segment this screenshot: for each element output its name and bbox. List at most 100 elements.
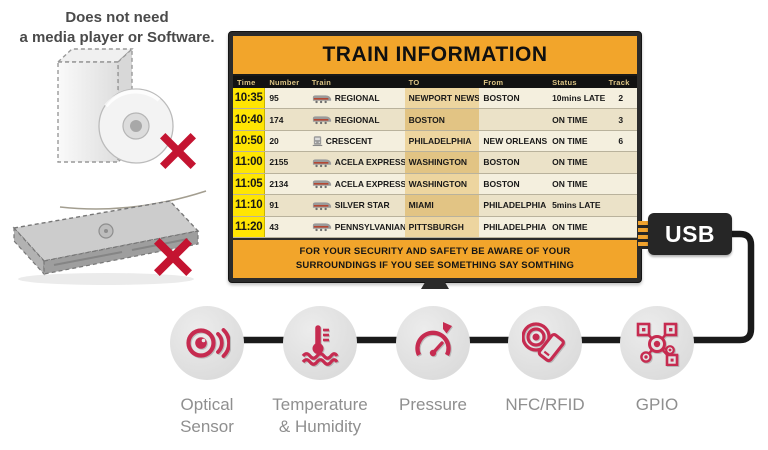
train-name: REGIONAL	[334, 114, 380, 125]
cell-to: PITTSBURGH	[404, 216, 480, 237]
tv-stand	[421, 282, 449, 289]
train-name: CRESCENT	[325, 136, 373, 147]
cell-number: 20	[269, 136, 279, 147]
usb-dongle: USB	[648, 213, 732, 255]
caption-line-2: a media player or Software.	[19, 29, 215, 47]
crescent-train-icon	[312, 135, 323, 147]
safety-message: FOR YOUR SECURITY AND SAFETY BE AWARE OF…	[233, 238, 637, 278]
label-gpio: GPIO	[635, 395, 679, 414]
regional-train-icon	[312, 114, 332, 125]
cell-status: ON TIME	[552, 178, 588, 189]
col-number: Number	[269, 77, 300, 87]
cell-from: BOSTON	[483, 178, 520, 189]
sensor-circle-optical	[170, 306, 244, 380]
train-row: 10:35 95 REGIONAL NEWPORT NEWS BOSTON 10mins …	[233, 88, 637, 110]
cell-to: MIAMI	[404, 195, 480, 216]
cell-number: 174	[269, 114, 284, 125]
col-time: Time	[237, 77, 256, 87]
cell-to: NEWPORT NEWS	[404, 88, 480, 109]
cell-from	[479, 109, 548, 129]
cell-time: 10:50	[233, 130, 266, 152]
train-row: 10:50 20 CRESCENT PHILADELPHIA NEW ORLEANS ON…	[233, 130, 637, 153]
cell-number: 2155	[269, 157, 289, 168]
train-name: SILVER STAR	[334, 200, 390, 211]
sensor-circle-pressure	[396, 306, 470, 380]
train-name: PENNSYLVANIAN	[334, 221, 405, 232]
cell-status: 10mins LATE	[552, 93, 605, 104]
temperature-humidity-icon	[301, 325, 339, 366]
sensor-circle-gpio	[620, 306, 694, 380]
cell-train: PENNSYLVANIAN	[308, 217, 405, 237]
cell-to: WASHINGTON	[404, 173, 480, 195]
train-name: REGIONAL	[334, 93, 380, 104]
train-row: 10:40 174 REGIONAL BOSTON ON TIME 3	[233, 109, 637, 131]
cell-to: PHILADELPHIA	[404, 130, 480, 152]
gpio-icon	[636, 322, 679, 366]
cross-x-icon	[160, 133, 196, 169]
cell-track	[605, 217, 637, 237]
cell-status: ON TIME	[552, 114, 588, 125]
train-row: 11:00 2155 ACELA EXPRESS WASHINGTON BOSTON ON…	[233, 152, 637, 174]
col-to: TO	[408, 77, 420, 87]
sensor-circle-nfc	[508, 306, 582, 380]
cell-time: 11:20	[233, 216, 266, 237]
cell-time: 11:00	[233, 152, 266, 173]
cell-number: 2134	[269, 178, 289, 189]
train-info-title: TRAIN INFORMATION	[322, 43, 548, 66]
label-nfc-rfid: NFC/RFID	[505, 395, 585, 414]
cell-train: CRESCENT	[308, 131, 405, 151]
col-status: Status	[552, 77, 577, 87]
cell-track	[605, 195, 637, 215]
train-name: ACELA EXPRESS	[334, 178, 405, 189]
cell-from: PHILADELPHIA	[483, 200, 547, 211]
label-pressure: Pressure	[398, 395, 468, 414]
cell-from: BOSTON	[483, 157, 520, 168]
cell-time: 11:05	[233, 173, 266, 195]
col-from: From	[483, 77, 504, 87]
label-optical-sensor: Optical Sensor	[180, 395, 234, 437]
cell-from: BOSTON	[483, 93, 520, 104]
cell-track	[605, 152, 637, 172]
cell-train: SILVER STAR	[308, 195, 405, 215]
caption-line-1: Does not need	[65, 9, 169, 26]
pressure-icon	[415, 322, 452, 357]
train-name: ACELA EXPRESS	[334, 157, 405, 168]
train-row: 11:20 43 PENNSYLVANIAN PITTSBURGH PHILADELPH…	[233, 216, 637, 238]
tv-screen: TRAIN INFORMATION Time Number Train TO F…	[233, 36, 637, 278]
cell-number: 95	[269, 93, 279, 104]
cell-status: ON TIME	[552, 136, 588, 147]
cell-time: 10:35	[233, 88, 266, 109]
cell-to: WASHINGTON	[404, 152, 480, 173]
cell-status: ON TIME	[552, 157, 588, 168]
cell-train: ACELA EXPRESS	[308, 174, 405, 194]
usb-pins	[638, 221, 650, 249]
cell-track: 3	[618, 114, 624, 125]
media-player-icon	[12, 190, 207, 285]
cell-train: REGIONAL	[308, 109, 405, 129]
cross-x-icon	[154, 238, 192, 276]
sensor-circle-temperature	[283, 306, 357, 380]
usb-label: USB	[664, 220, 716, 247]
cell-from: NEW ORLEANS	[483, 136, 548, 147]
caption: Does not need a media player or Software…	[8, 8, 226, 49]
tv-display: TRAIN INFORMATION Time Number Train TO F…	[228, 31, 642, 283]
acela-express-train-icon	[312, 157, 332, 168]
safety-line-1: FOR YOUR SECURITY AND SAFETY BE AWARE OF…	[299, 245, 571, 257]
regional-train-icon	[312, 93, 332, 104]
cell-track: 6	[618, 136, 624, 147]
train-row: 11:10 91 SILVER STAR MIAMI PHILADELPHIA 5mins…	[233, 195, 637, 217]
train-row: 11:05 2134 ACELA EXPRESS WASHINGTON BOSTON ON…	[233, 173, 637, 196]
label-temperature-humidity: Temperature & Humidity	[272, 395, 368, 437]
optical-sensor-icon	[186, 328, 230, 358]
cell-from: PHILADELPHIA	[483, 221, 547, 232]
cell-status: 5mins LATE	[552, 200, 601, 211]
cell-time: 10:40	[233, 109, 266, 130]
software-box-icon	[56, 47, 174, 164]
train-info-header: TRAIN INFORMATION	[233, 36, 637, 76]
cell-train: REGIONAL	[308, 88, 405, 108]
safety-line-2: SURROUNDINGS IF YOU SEE SOMETHING SAY SO…	[295, 260, 575, 271]
cell-time: 11:10	[233, 195, 266, 216]
acela-express-train-icon	[312, 178, 332, 189]
cell-to: BOSTON	[404, 109, 480, 130]
